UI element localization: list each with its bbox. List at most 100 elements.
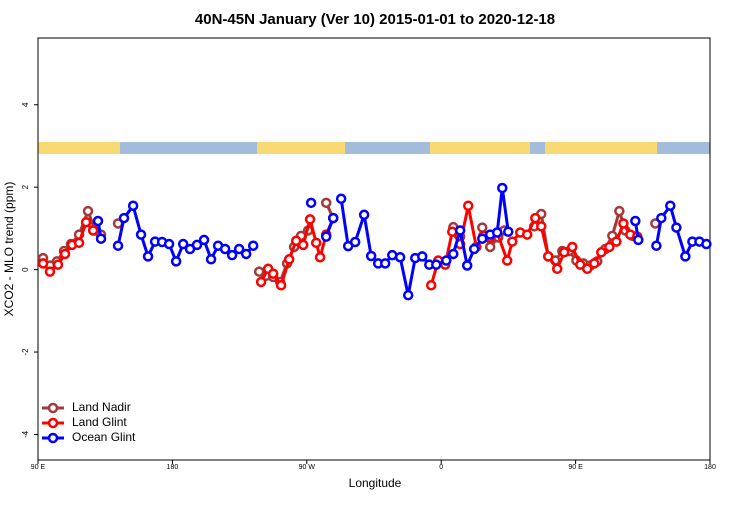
point bbox=[454, 225, 466, 236]
point bbox=[596, 247, 607, 258]
x-tick-label: 90 E bbox=[31, 464, 46, 471]
point bbox=[559, 247, 570, 258]
y-axis-label: XCO2 - MLO trend (ppm) bbox=[2, 182, 16, 317]
point bbox=[95, 233, 107, 244]
point bbox=[521, 229, 533, 240]
point bbox=[358, 209, 370, 221]
series bbox=[92, 182, 712, 301]
point bbox=[170, 256, 182, 267]
point bbox=[247, 240, 259, 251]
point bbox=[320, 197, 332, 209]
point bbox=[543, 251, 554, 262]
point bbox=[240, 248, 252, 260]
point bbox=[536, 221, 547, 232]
legend-label: Ocean Glint bbox=[72, 430, 136, 444]
land-band bbox=[545, 142, 657, 154]
chart-title: 40N-45N January (Ver 10) 2015-01-01 to 2… bbox=[195, 11, 555, 28]
point bbox=[127, 200, 139, 211]
point bbox=[320, 231, 332, 242]
point bbox=[267, 268, 279, 279]
point bbox=[297, 239, 309, 251]
point bbox=[671, 222, 682, 233]
legend-label: Land Glint bbox=[72, 415, 127, 429]
x-tick-label: 180 bbox=[704, 464, 716, 471]
point bbox=[425, 280, 437, 291]
point bbox=[335, 193, 347, 204]
point bbox=[680, 251, 691, 262]
point bbox=[365, 250, 377, 262]
x-tick-label: 90 W bbox=[299, 464, 316, 471]
point bbox=[491, 227, 503, 238]
point bbox=[614, 205, 625, 217]
point bbox=[226, 249, 238, 261]
legend-marker bbox=[47, 417, 59, 429]
point bbox=[581, 263, 593, 275]
point bbox=[501, 255, 513, 266]
point bbox=[618, 218, 629, 229]
point bbox=[349, 236, 361, 248]
y-tick-label: -2 bbox=[21, 348, 30, 356]
point bbox=[461, 260, 473, 271]
point bbox=[118, 212, 130, 224]
plot-frame bbox=[37, 37, 711, 461]
point bbox=[416, 251, 428, 262]
land-band bbox=[257, 142, 345, 154]
y-tick-label: 4 bbox=[21, 102, 30, 107]
legend-marker bbox=[47, 432, 59, 444]
point bbox=[611, 236, 622, 247]
point bbox=[402, 289, 414, 301]
point bbox=[80, 216, 92, 228]
point bbox=[604, 241, 615, 253]
point bbox=[52, 259, 64, 270]
point bbox=[87, 225, 99, 236]
point bbox=[448, 248, 459, 260]
y-tick-label: 2 bbox=[21, 184, 30, 189]
point bbox=[431, 259, 442, 270]
ocean-band bbox=[38, 142, 710, 154]
point bbox=[497, 182, 508, 194]
point bbox=[314, 251, 326, 263]
point bbox=[73, 237, 85, 249]
point bbox=[92, 215, 104, 227]
point bbox=[233, 243, 245, 255]
point bbox=[275, 280, 287, 291]
point bbox=[255, 276, 267, 288]
point bbox=[462, 200, 474, 211]
x-axis-label: Longitude bbox=[349, 476, 402, 490]
point bbox=[219, 243, 231, 255]
point bbox=[163, 238, 175, 250]
point bbox=[447, 226, 458, 237]
y-tick-label: 0 bbox=[21, 267, 30, 272]
point bbox=[379, 258, 391, 269]
point bbox=[305, 197, 317, 209]
legend-label: Land Nadir bbox=[72, 400, 131, 414]
point bbox=[567, 241, 578, 253]
point bbox=[310, 237, 322, 249]
point bbox=[327, 212, 339, 224]
land-band bbox=[430, 142, 530, 154]
point bbox=[304, 214, 316, 225]
point bbox=[651, 240, 662, 251]
point bbox=[551, 263, 563, 275]
point bbox=[191, 239, 203, 251]
x-tick-label: 180 bbox=[167, 464, 179, 471]
point bbox=[177, 238, 189, 250]
point bbox=[665, 200, 676, 211]
point bbox=[283, 254, 295, 265]
point bbox=[112, 240, 124, 251]
point bbox=[394, 251, 406, 263]
point bbox=[503, 226, 514, 237]
point bbox=[59, 248, 71, 260]
point bbox=[142, 251, 154, 262]
point bbox=[656, 212, 667, 224]
point bbox=[135, 229, 147, 240]
x-tick-label: 0 bbox=[439, 464, 443, 471]
point bbox=[477, 222, 488, 233]
point bbox=[484, 241, 496, 253]
point bbox=[633, 234, 644, 246]
point bbox=[44, 266, 56, 277]
point bbox=[589, 258, 600, 269]
point bbox=[701, 238, 712, 250]
